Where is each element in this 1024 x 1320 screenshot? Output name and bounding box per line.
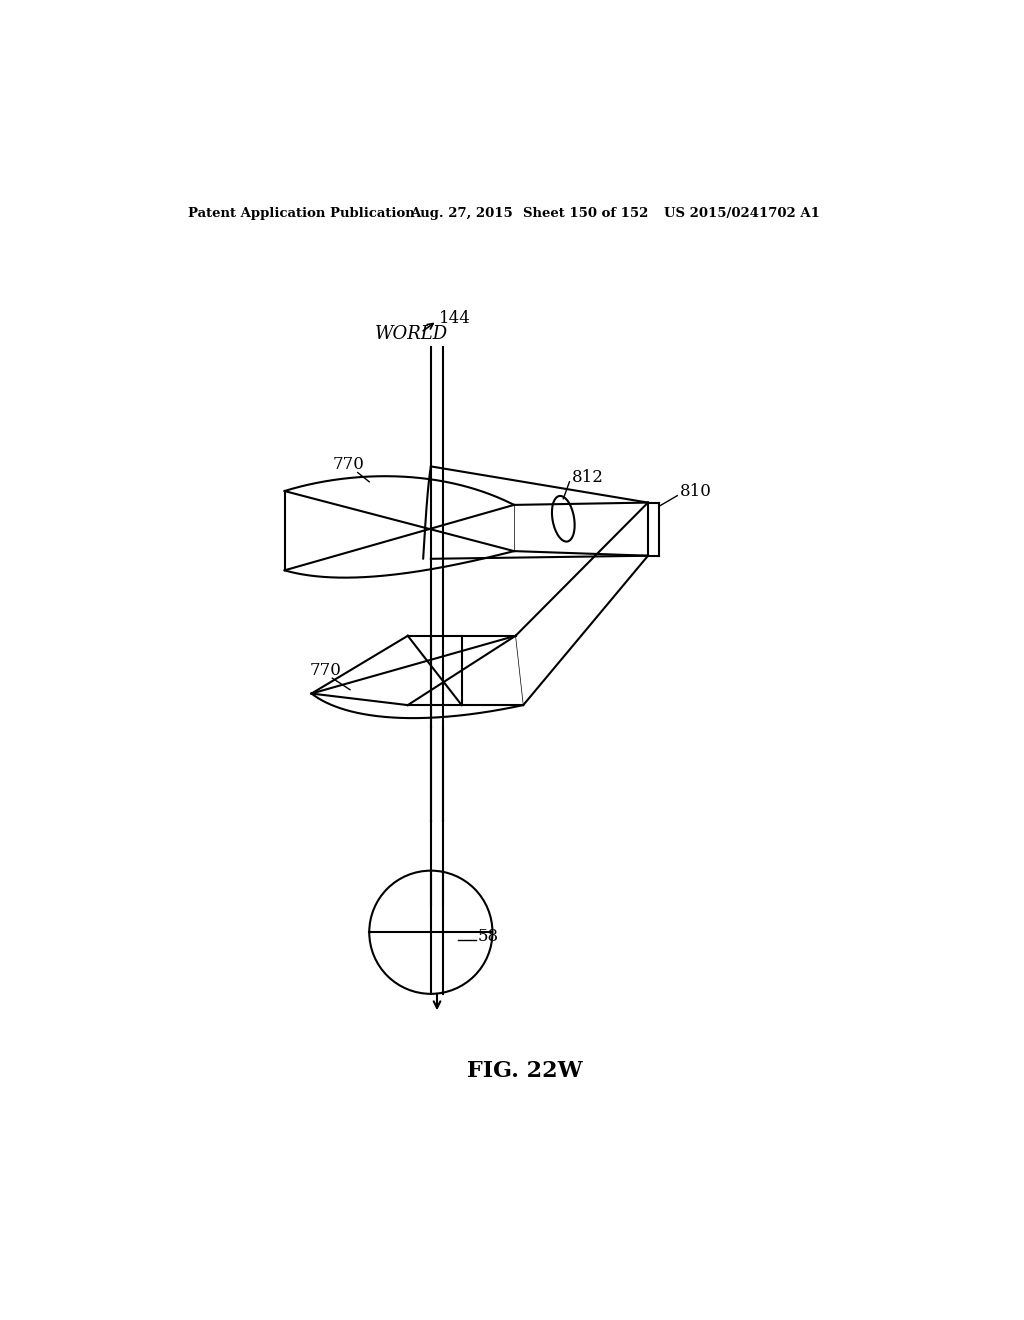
Text: 144: 144 (439, 310, 471, 327)
Text: Sheet 150 of 152: Sheet 150 of 152 (523, 207, 648, 220)
Text: US 2015/0241702 A1: US 2015/0241702 A1 (665, 207, 820, 220)
Text: FIG. 22W: FIG. 22W (467, 1060, 583, 1082)
Text: 770: 770 (309, 661, 341, 678)
Text: 812: 812 (571, 469, 603, 486)
Text: WORLD: WORLD (375, 325, 447, 343)
Text: Aug. 27, 2015: Aug. 27, 2015 (410, 207, 513, 220)
Text: 810: 810 (680, 483, 712, 499)
Text: Patent Application Publication: Patent Application Publication (188, 207, 415, 220)
Text: 58: 58 (478, 928, 499, 945)
Text: 770: 770 (333, 457, 365, 474)
